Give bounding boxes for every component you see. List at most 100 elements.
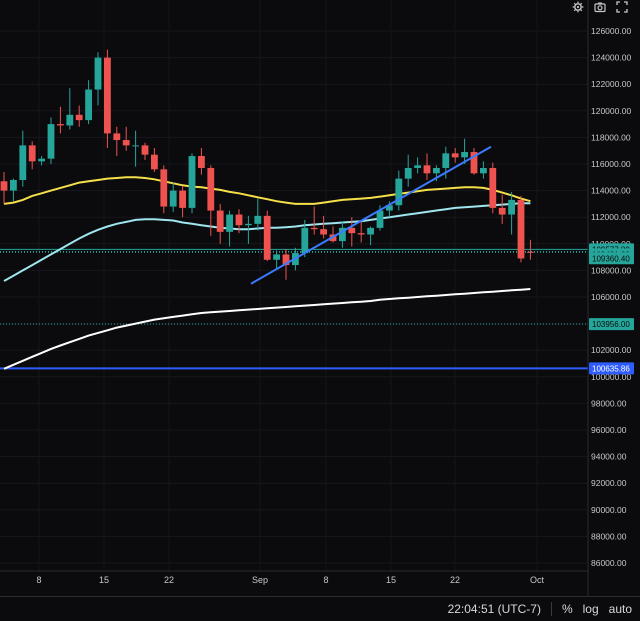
status-bar: 22:04:51 (UTC-7) % log auto (0, 596, 640, 621)
candle (310, 206, 318, 235)
candle (10, 178, 17, 202)
y-tick-label: 86000.00 (591, 558, 627, 568)
candle (301, 219, 309, 258)
candle (179, 186, 186, 218)
y-tick-label: 92000.00 (591, 478, 627, 488)
divider (550, 602, 552, 616)
x-tick-label: 15 (99, 575, 109, 585)
price-tag-label: 103956.00 (592, 320, 630, 329)
candle (367, 226, 374, 246)
price-tag: 100635.86 (589, 362, 634, 375)
candle (38, 156, 45, 166)
candle (226, 210, 233, 247)
candle (263, 210, 271, 262)
price-chart[interactable]: 126000.00 124000.00 122000.00 120000.00 1180… (0, 0, 640, 596)
horizontal-lines (0, 248, 588, 370)
price-axis[interactable]: 126000.00 124000.00 122000.00 120000.00 1180… (591, 26, 631, 568)
candle (132, 130, 139, 167)
y-tick-label: 120000.00 (591, 106, 631, 116)
log-scale-button[interactable]: log (582, 602, 599, 616)
candle (404, 154, 412, 187)
candle (489, 162, 497, 214)
y-tick-label: 98000.00 (591, 398, 627, 408)
price-tags: 109577.80109421.39109360.40103956.001006… (589, 243, 634, 375)
candle (320, 215, 327, 239)
moving-averages (3, 176, 531, 370)
candle (423, 153, 431, 180)
x-tick-label: Sep (252, 575, 268, 585)
x-tick-label: 22 (450, 575, 460, 585)
grid (0, 30, 588, 564)
y-tick-label: 124000.00 (591, 53, 631, 63)
candle (169, 182, 177, 212)
settings-icon[interactable] (572, 1, 584, 13)
time-axis[interactable]: 8 15 22 Sep 8 15 22 Oct (36, 575, 544, 585)
candle (480, 161, 487, 179)
y-tick-label: 112000.00 (591, 212, 631, 222)
candle (235, 209, 243, 234)
y-tick-label: 102000.00 (591, 345, 631, 355)
price-tag: 109360.40 (589, 252, 634, 265)
candle (141, 142, 149, 161)
candle (273, 250, 280, 270)
price-tag-label: 109360.40 (592, 254, 630, 263)
candle (348, 217, 356, 247)
y-tick-label: 118000.00 (591, 132, 631, 142)
y-tick-label: 96000.00 (591, 425, 627, 435)
y-tick-label: 94000.00 (591, 452, 627, 462)
candle (395, 170, 403, 211)
trendline-group[interactable] (250, 145, 492, 285)
y-tick-label: 106000.00 (591, 292, 631, 302)
candle (461, 138, 468, 164)
candles (0, 49, 534, 280)
ma-yellow-line (3, 176, 531, 205)
candle (498, 194, 506, 224)
candle (113, 126, 121, 157)
candle (151, 148, 158, 172)
candle (122, 126, 130, 151)
ma-white-line (3, 288, 531, 370)
x-tick-label: 22 (164, 575, 174, 585)
candle (57, 106, 64, 134)
candle (94, 52, 102, 106)
candle (451, 148, 459, 163)
candle (188, 153, 196, 214)
time-readout: 22:04:51 (UTC-7) (447, 602, 541, 616)
candle (357, 221, 365, 243)
y-tick-label: 90000.00 (591, 505, 627, 515)
candle (470, 148, 478, 175)
y-tick-label: 116000.00 (591, 159, 631, 169)
candle (85, 80, 92, 125)
price-tag-label: 100635.86 (592, 364, 630, 373)
y-tick-label: 122000.00 (591, 79, 631, 89)
candle (160, 165, 168, 214)
percent-scale-button[interactable]: % (561, 602, 573, 616)
x-tick-label: 8 (323, 575, 328, 585)
camera-icon[interactable] (594, 1, 606, 13)
auto-scale-button[interactable]: auto (608, 602, 632, 616)
candle (104, 49, 111, 149)
chart-toolbar (572, 0, 640, 14)
x-tick-label: Oct (530, 575, 545, 585)
fullscreen-icon[interactable] (616, 1, 628, 13)
candle (75, 105, 83, 127)
candle (339, 221, 346, 248)
candle (517, 195, 525, 263)
y-tick-label: 126000.00 (591, 26, 631, 36)
candle (19, 130, 27, 187)
y-tick-label: 100000.00 (591, 372, 631, 382)
price-tag: 103956.00 (589, 318, 634, 331)
candle (47, 117, 55, 164)
y-tick-label: 108000.00 (591, 265, 631, 275)
x-tick-label: 8 (36, 575, 41, 585)
candle (527, 239, 534, 260)
candle (198, 148, 205, 175)
candle (414, 157, 421, 174)
y-tick-label: 114000.00 (591, 186, 631, 196)
candle (0, 171, 8, 204)
candle (207, 165, 215, 236)
candle (254, 198, 262, 231)
candle (245, 215, 252, 244)
candle (66, 88, 74, 130)
trendline[interactable] (250, 145, 492, 285)
